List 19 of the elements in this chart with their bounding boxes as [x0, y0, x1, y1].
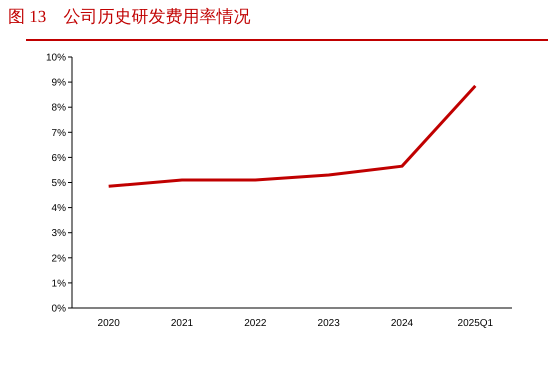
y-tick-label: 5%: [52, 178, 66, 189]
y-tick-label: 2%: [52, 253, 66, 264]
x-tick-label: 2025Q1: [458, 318, 494, 329]
x-tick-label: 2022: [244, 318, 267, 329]
x-tick-label: 2021: [170, 318, 194, 329]
x-tick-label: 2024: [390, 318, 414, 329]
chart-title: 图 13 公司历史研发费用率情况: [8, 7, 250, 26]
y-tick-label: 6%: [52, 152, 66, 164]
y-tick-label: 9%: [52, 78, 66, 89]
y-tick-label: 7%: [52, 128, 66, 139]
line-series: [107, 84, 477, 188]
y-tick-label: 4%: [52, 203, 66, 214]
y-tick-label: 8%: [52, 102, 66, 114]
x-tick-label: 2020: [98, 318, 120, 329]
y-tick-label: 0%: [52, 304, 66, 314]
y-tick-label: 10%: [46, 52, 66, 64]
x-tick-label: 2023: [318, 318, 340, 329]
y-tick-label: 3%: [52, 228, 66, 240]
y-tick-label: 1%: [52, 278, 66, 290]
